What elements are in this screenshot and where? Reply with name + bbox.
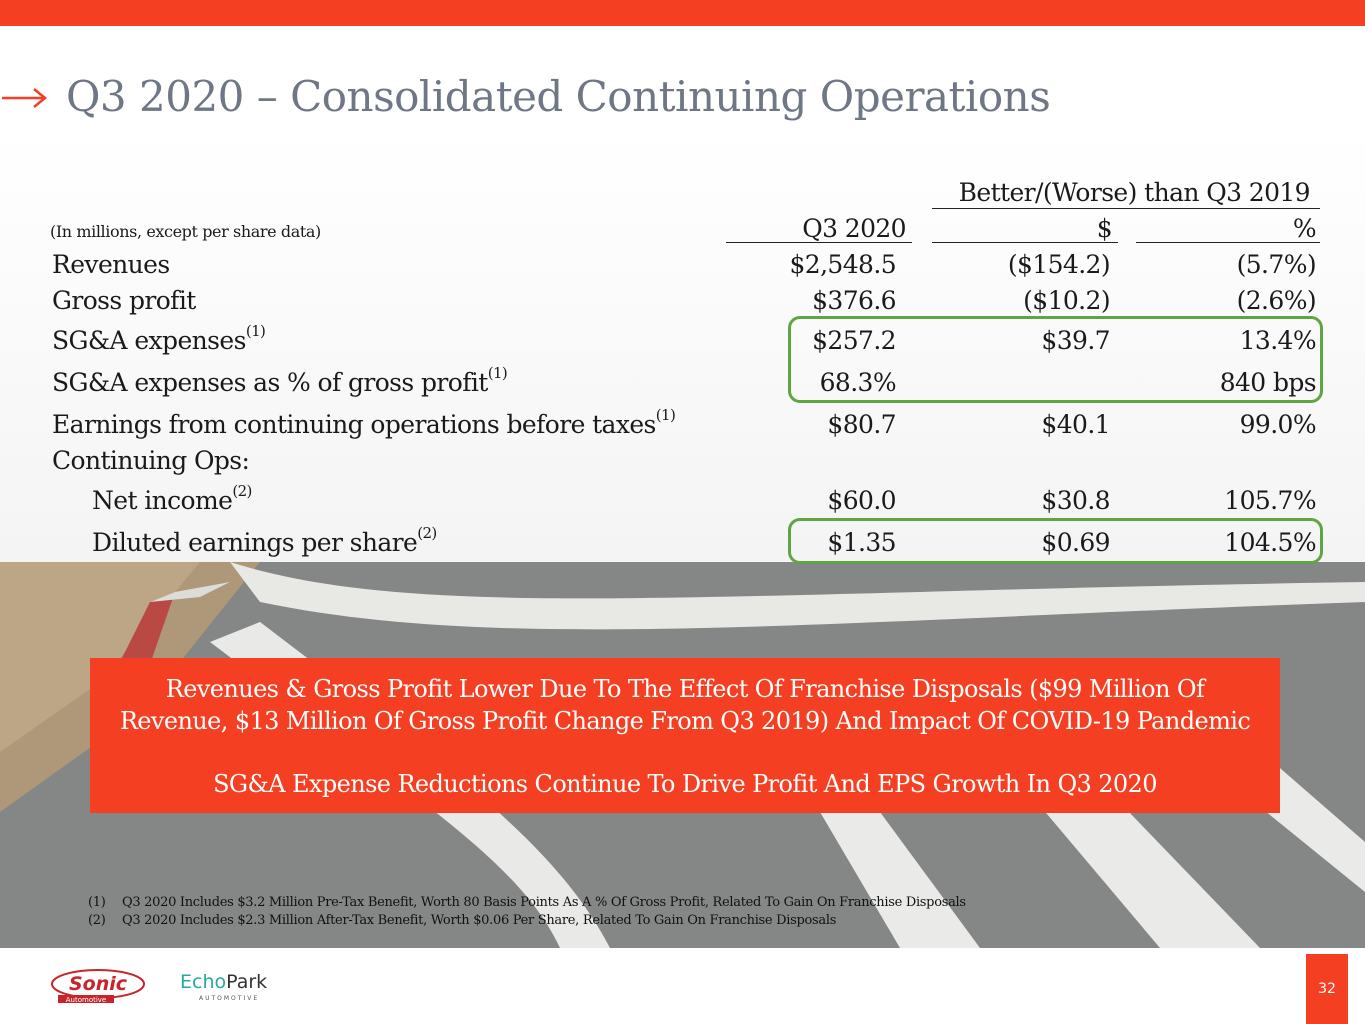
highlight-box-sga [788, 316, 1323, 403]
row-value-percent: 105.7% [1224, 486, 1316, 515]
arrow-right-icon [2, 88, 47, 108]
footnote-1: (1) Q3 2020 Includes $3.2 Million Pre-Tax… [88, 895, 966, 910]
row-value-q3: $80.7 [827, 410, 896, 439]
svg-text:Automotive: Automotive [66, 996, 107, 1004]
row-value-dollar: ($154.2) [1007, 250, 1111, 279]
page-number: 32 [1306, 954, 1348, 1024]
row-value-dollar: $0.69 [1041, 528, 1110, 557]
row-label: Continuing Ops: [52, 446, 250, 475]
sonic-automotive-logo: Sonic Automotive [51, 969, 145, 1004]
row-value-dollar: $30.8 [1041, 486, 1110, 515]
row-value-percent: (5.7%) [1236, 250, 1317, 279]
group-header: Better/(Worse) than Q3 2019 [958, 178, 1311, 207]
row-value-q3: $2,548.5 [789, 250, 896, 279]
page-title: Q3 2020 – Consolidated Continuing Operat… [66, 72, 1051, 121]
row-label: SG&A expenses(1) [52, 322, 266, 355]
units-note: (In millions, except per share data) [50, 222, 321, 241]
callout-line-3: SG&A Expense Reductions Continue To Driv… [213, 770, 1157, 798]
row-value-q3: $376.6 [812, 286, 896, 315]
group-header-rule [932, 208, 1320, 209]
column-header-percent: % [1292, 214, 1317, 243]
row-value-q3: $1.35 [827, 528, 896, 557]
column-rule-percent [1136, 242, 1320, 243]
row-label: Diluted earnings per share(2) [92, 524, 437, 557]
row-label: Net income(2) [92, 482, 252, 515]
highlight-box-eps [788, 518, 1323, 564]
row-value-percent: 840 bps [1219, 368, 1317, 397]
row-value-dollar: $39.7 [1041, 326, 1110, 355]
row-value-percent: 13.4% [1239, 326, 1317, 355]
row-value-percent: (2.6%) [1236, 286, 1317, 315]
footnote-2: (2) Q3 2020 Includes $2.3 Million After-T… [88, 913, 837, 928]
echopark-automotive-logo: EchoPark AUTOMOTIVE [180, 971, 267, 1002]
row-value-dollar: ($10.2) [1023, 286, 1110, 315]
footer-bar [0, 948, 1365, 1024]
svg-text:EchoPark: EchoPark [180, 971, 267, 993]
svg-text:AUTOMOTIVE: AUTOMOTIVE [199, 995, 259, 1002]
row-label: Gross profit [52, 286, 196, 315]
callout-box: Revenues & Gross Profit Lower Due To The… [90, 658, 1280, 813]
row-value-percent: 104.5% [1224, 528, 1316, 557]
row-value-q3: $257.2 [812, 326, 896, 355]
row-label: SG&A expenses as % of gross profit(1) [52, 364, 508, 397]
callout-line-2: Revenue, $13 Million Of Gross Profit Cha… [119, 707, 1251, 735]
callout-line-1: Revenues & Gross Profit Lower Due To The… [165, 675, 1205, 703]
column-rule-dollar [932, 242, 1118, 243]
column-header-q3: Q3 2020 [802, 214, 906, 243]
column-rule-q3 [726, 242, 912, 243]
row-value-dollar: $40.1 [1041, 410, 1110, 439]
row-value-q3: $60.0 [827, 486, 896, 515]
row-value-percent: 99.0% [1239, 410, 1317, 439]
top-accent-bar [0, 0, 1365, 26]
table-background [0, 130, 1365, 562]
row-label: Earnings from continuing operations befo… [52, 406, 676, 439]
svg-text:Sonic: Sonic [69, 973, 128, 995]
row-value-q3: 68.3% [819, 368, 897, 397]
column-header-dollar: $ [1096, 214, 1113, 243]
row-label: Revenues [52, 250, 170, 279]
